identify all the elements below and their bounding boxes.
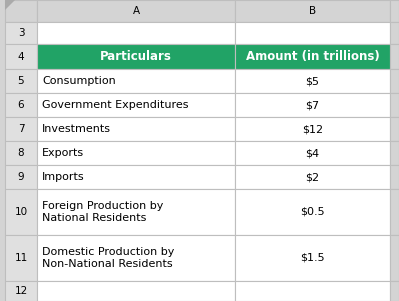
Bar [390,189,399,235]
Bar [5,0,37,22]
Text: 6: 6 [18,100,24,110]
Bar [37,189,235,235]
Bar [5,22,37,44]
Text: 12: 12 [14,286,28,296]
Bar [235,44,390,69]
Text: Consumption: Consumption [42,76,116,86]
Bar [5,44,37,69]
Bar [37,69,235,93]
Bar [390,281,399,301]
Text: B: B [309,6,316,16]
Text: $2: $2 [306,172,320,182]
Text: 5: 5 [18,76,24,86]
Text: A: A [132,6,140,16]
Text: Particulars: Particulars [100,50,172,63]
Text: Foreign Production by
National Residents: Foreign Production by National Residents [42,201,163,223]
Bar [235,93,390,117]
Polygon shape [5,0,15,10]
Bar [5,117,37,141]
Bar [37,0,235,22]
Bar [390,69,399,93]
Bar [37,117,235,141]
Bar [5,165,37,189]
Text: Domestic Production by
Non-National Residents: Domestic Production by Non-National Resi… [42,247,174,269]
Bar [37,235,235,281]
Bar [37,22,235,44]
Bar [390,44,399,69]
Bar [235,235,390,281]
Bar [390,141,399,165]
Text: 10: 10 [14,207,28,217]
Bar [37,165,235,189]
Bar [390,235,399,281]
Text: 9: 9 [18,172,24,182]
Bar [235,141,390,165]
Text: Government Expenditures: Government Expenditures [42,100,188,110]
Bar [5,141,37,165]
Text: $0.5: $0.5 [300,207,325,217]
Bar [5,281,37,301]
Text: Exports: Exports [42,148,84,158]
Text: $1.5: $1.5 [300,253,325,263]
Bar [390,93,399,117]
Text: 8: 8 [18,148,24,158]
Bar [37,44,235,69]
Text: Investments: Investments [42,124,111,134]
Bar [235,165,390,189]
Text: $12: $12 [302,124,323,134]
Bar [390,117,399,141]
Bar [37,141,235,165]
Bar [5,69,37,93]
Bar [390,0,399,22]
Bar [390,22,399,44]
Bar [37,281,235,301]
Text: 4: 4 [18,51,24,61]
Bar [235,69,390,93]
Bar [235,117,390,141]
Text: $5: $5 [306,76,320,86]
Text: Amount (in trillions): Amount (in trillions) [246,50,379,63]
Bar [235,189,390,235]
Text: 11: 11 [14,253,28,263]
Bar [390,165,399,189]
Text: $7: $7 [306,100,320,110]
Bar [235,0,390,22]
Bar [37,93,235,117]
Bar [235,22,390,44]
Text: 7: 7 [18,124,24,134]
Bar [5,235,37,281]
Bar [235,281,390,301]
Bar [5,189,37,235]
Text: $4: $4 [306,148,320,158]
Text: Imports: Imports [42,172,85,182]
Bar [5,93,37,117]
Text: 3: 3 [18,28,24,38]
